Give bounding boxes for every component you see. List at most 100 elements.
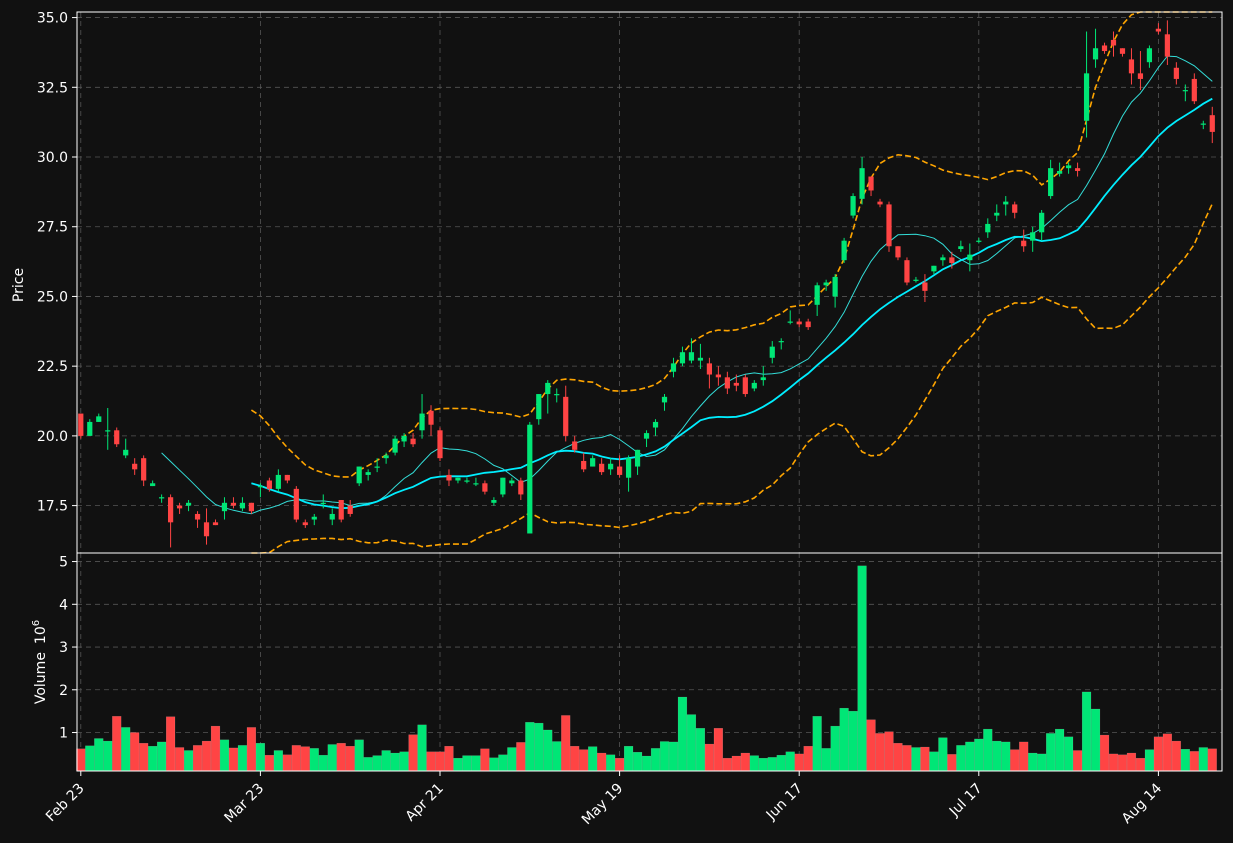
candle-body	[913, 279, 919, 281]
candle	[1092, 28, 1099, 68]
candle-body	[661, 396, 668, 403]
candle-body	[940, 257, 946, 261]
volume-bar	[758, 757, 768, 772]
price-tick-label: 22.5	[37, 359, 68, 375]
candle-body	[724, 377, 730, 389]
candle	[895, 246, 901, 261]
candle-body	[554, 394, 560, 396]
candle	[123, 438, 129, 459]
candle-body	[859, 168, 865, 199]
volume-bar	[570, 746, 580, 772]
candle	[976, 237, 982, 244]
candle-body	[194, 513, 201, 520]
candle	[482, 480, 488, 495]
candle-body	[581, 460, 587, 470]
candle-body	[931, 265, 937, 272]
candle-body	[374, 466, 380, 468]
candle	[212, 519, 219, 526]
candle	[78, 413, 84, 439]
candle	[410, 433, 416, 448]
volume-tick-label: 2	[59, 683, 68, 699]
candle	[374, 458, 380, 473]
volume-bar	[273, 750, 283, 772]
volume-bar	[776, 754, 786, 772]
volume-bar	[417, 724, 427, 772]
volume-bar	[327, 744, 337, 772]
candle	[302, 519, 308, 528]
candle	[132, 458, 138, 475]
candle	[1146, 45, 1153, 68]
candle	[473, 477, 479, 487]
candle	[329, 508, 335, 526]
volume-bar	[1090, 708, 1101, 772]
candle	[1182, 84, 1188, 102]
volume-bar	[210, 725, 221, 772]
price-tick-label: 32.5	[37, 80, 68, 96]
candle	[356, 466, 362, 487]
candle-body	[320, 502, 326, 505]
volume-bar	[1153, 736, 1164, 772]
candle	[96, 413, 102, 422]
candle	[1039, 209, 1045, 241]
price-axis-label: Price	[11, 268, 27, 302]
candle	[823, 279, 829, 291]
volume-bar	[785, 751, 795, 772]
candle-body	[347, 505, 353, 514]
candle-body	[518, 480, 524, 495]
candle-body	[967, 254, 973, 261]
candle	[554, 388, 560, 403]
band-lower-line	[251, 203, 1214, 554]
volume-bar	[408, 734, 418, 772]
candle	[886, 201, 892, 252]
candle-body	[239, 502, 246, 509]
candle	[105, 407, 111, 450]
volume-axis-label-base: 10	[33, 626, 49, 644]
candle-body	[688, 352, 695, 361]
candle-body	[1128, 59, 1135, 74]
candle	[230, 497, 237, 509]
volume-bar	[821, 748, 831, 772]
volume-bar	[1207, 748, 1217, 772]
candle-body	[608, 463, 614, 470]
price-tick-label: 25.0	[37, 289, 68, 305]
candle	[715, 366, 721, 386]
volume-bar	[1162, 733, 1172, 772]
candle-body	[284, 474, 290, 481]
candle	[185, 500, 192, 512]
candle-body	[275, 474, 281, 489]
volume-bar	[139, 743, 149, 772]
candle-body	[356, 466, 362, 484]
candle-body	[96, 416, 102, 422]
candle	[1200, 120, 1206, 130]
candle-body	[958, 246, 964, 250]
candle	[1021, 229, 1027, 252]
candle	[293, 486, 299, 523]
volume-bar	[632, 751, 643, 772]
volume-tick-label: 4	[59, 597, 68, 613]
candle-body	[473, 483, 479, 485]
candle-body	[338, 500, 344, 520]
candle	[168, 494, 174, 548]
volume-axis-label: Volume 106	[31, 620, 49, 704]
candle-body	[123, 449, 129, 456]
volume-bar	[85, 745, 95, 772]
candle-body	[922, 282, 928, 291]
volume-bar	[875, 733, 885, 772]
band-upper-line	[250, 11, 1213, 478]
candle	[841, 237, 847, 263]
candle	[392, 435, 398, 456]
candle-body	[814, 285, 820, 305]
candle	[257, 483, 263, 498]
candle	[275, 469, 281, 492]
candle-body	[679, 352, 686, 364]
volume-bar	[704, 743, 715, 772]
candle-body	[1182, 90, 1188, 92]
candle-body	[841, 240, 847, 261]
volume-bar	[345, 746, 355, 772]
volume-bar	[1135, 757, 1146, 772]
candle-body	[868, 176, 874, 191]
candle-body	[455, 477, 461, 481]
candle-body	[176, 505, 183, 509]
candle	[500, 477, 506, 498]
candle-body	[1101, 45, 1108, 52]
